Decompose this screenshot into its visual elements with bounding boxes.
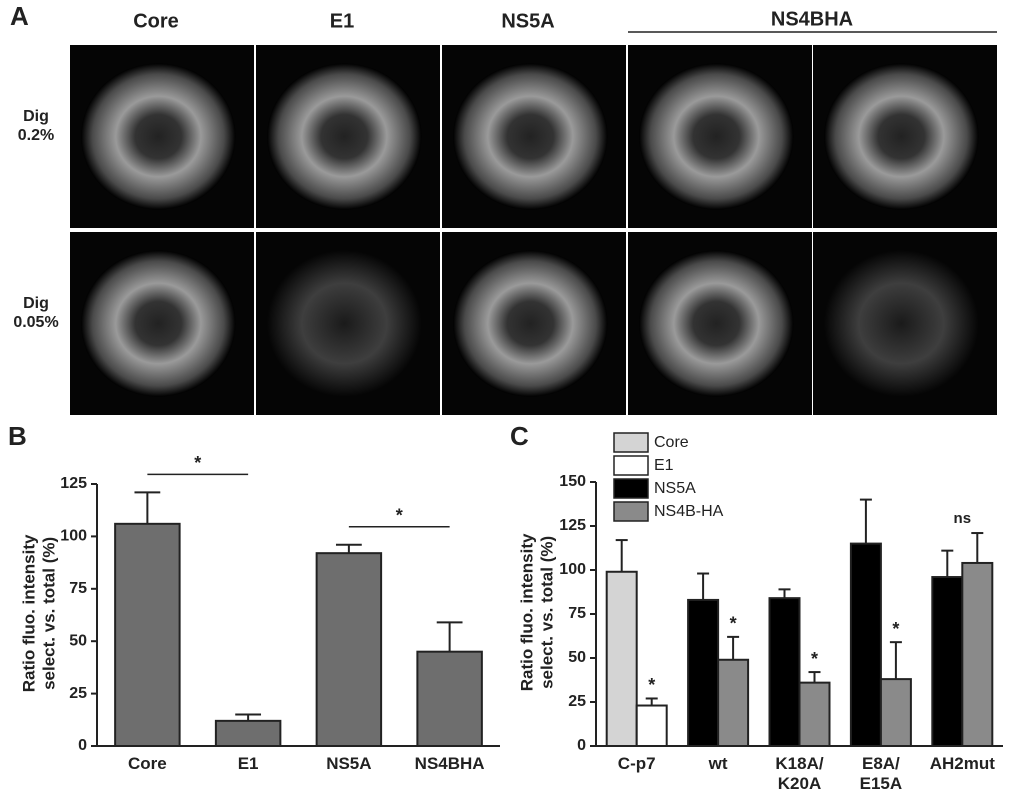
y-tick-label: 50 bbox=[69, 632, 87, 649]
panel-label: B bbox=[8, 421, 27, 451]
cell-image bbox=[267, 250, 422, 397]
significance-label: * bbox=[194, 453, 201, 473]
x-tick-label: AH2mut bbox=[929, 754, 995, 773]
y-tick-label: 125 bbox=[559, 517, 586, 534]
legend-swatch bbox=[613, 432, 649, 453]
x-tick-label: C-p7 bbox=[617, 754, 656, 773]
y-tick-label: 125 bbox=[60, 475, 87, 492]
bar bbox=[931, 576, 964, 747]
bar bbox=[798, 681, 831, 748]
y-tick-label: 150 bbox=[559, 473, 586, 490]
column-header: Core bbox=[133, 10, 179, 32]
column-header: E1 bbox=[330, 10, 354, 32]
bar bbox=[961, 561, 994, 748]
significance-label: * bbox=[892, 619, 899, 639]
y-tick-label: 0 bbox=[78, 737, 87, 754]
y-tick-label: 25 bbox=[568, 693, 586, 710]
bar bbox=[849, 542, 882, 747]
significance-label: * bbox=[648, 675, 655, 695]
bar bbox=[717, 658, 750, 748]
column-header: NS4BHA bbox=[771, 8, 853, 30]
legend-swatch bbox=[613, 455, 649, 476]
x-tick-label: wt bbox=[708, 754, 728, 773]
y-tick-label: 0 bbox=[577, 737, 586, 754]
legend-label: NS5A bbox=[654, 480, 696, 497]
bar bbox=[687, 598, 720, 747]
y-tick-label: 75 bbox=[69, 580, 87, 597]
x-tick-label: NS4BHA bbox=[414, 754, 485, 773]
y-tick-label: 25 bbox=[69, 685, 87, 702]
significance-label: * bbox=[396, 506, 403, 526]
cell-image bbox=[824, 250, 979, 397]
y-tick-label: 75 bbox=[568, 605, 586, 622]
legend-label: Core bbox=[654, 434, 689, 451]
y-tick-label: 100 bbox=[60, 528, 87, 545]
legend-label: E1 bbox=[654, 457, 674, 474]
y-axis-label: Ratio fluo. intensity select. vs. total … bbox=[19, 534, 59, 693]
bar bbox=[315, 552, 383, 748]
x-tick-label: K18A/ K20A bbox=[775, 754, 824, 794]
bar bbox=[114, 522, 181, 747]
legend-label: NS4B-HA bbox=[654, 503, 724, 520]
y-tick-label: 50 bbox=[568, 649, 586, 666]
cell-image bbox=[267, 63, 422, 210]
bar bbox=[605, 570, 638, 748]
x-tick-label: NS5A bbox=[326, 754, 372, 773]
legend-swatch bbox=[613, 501, 649, 522]
cell-image bbox=[453, 250, 608, 397]
legend-swatch bbox=[613, 478, 649, 499]
x-tick-label: E1 bbox=[237, 754, 259, 773]
cell-image bbox=[639, 63, 794, 210]
significance-label: * bbox=[730, 614, 737, 634]
group-label: ns bbox=[954, 510, 972, 527]
panel-label: C bbox=[510, 421, 529, 451]
y-axis-label: Ratio fluo. intensity select. vs. total … bbox=[517, 533, 557, 692]
x-tick-label: Core bbox=[128, 754, 167, 773]
cell-image bbox=[639, 250, 794, 397]
bar bbox=[768, 597, 801, 747]
bar bbox=[635, 704, 668, 748]
cell-image bbox=[824, 63, 979, 210]
row-label: Dig 0.05% bbox=[13, 295, 59, 332]
cell-image bbox=[453, 63, 608, 210]
cell-image bbox=[81, 250, 236, 397]
significance-label: * bbox=[811, 649, 818, 669]
cell-image bbox=[81, 63, 236, 210]
bar bbox=[416, 650, 483, 747]
row-label: Dig 0.2% bbox=[17, 108, 55, 145]
bar bbox=[879, 678, 912, 747]
panel-label: A bbox=[10, 1, 29, 31]
x-tick-label: E8A/ E15A bbox=[859, 754, 903, 794]
bar bbox=[214, 719, 282, 748]
y-tick-label: 100 bbox=[559, 561, 586, 578]
column-header: NS5A bbox=[501, 10, 554, 32]
